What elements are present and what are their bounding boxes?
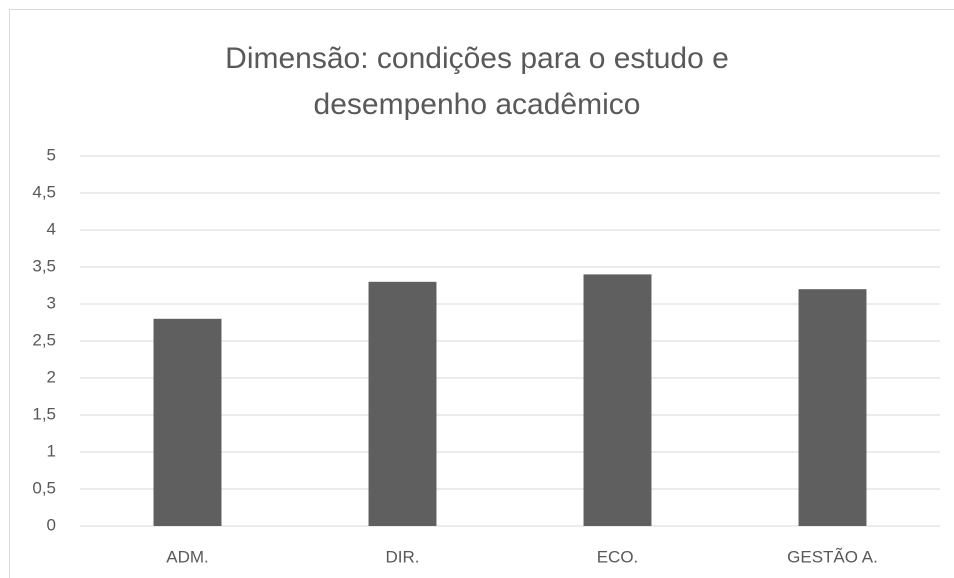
bar: [583, 274, 652, 526]
x-tick-label: DIR.: [386, 547, 420, 566]
x-tick-label: ADM.: [166, 547, 209, 566]
y-tick-label: 1,5: [32, 404, 56, 423]
y-tick-label: 0,5: [32, 478, 56, 497]
y-tick-label: 3: [47, 293, 56, 312]
x-tick-label: GESTÃO A.: [787, 547, 878, 566]
y-tick-label: 2,5: [32, 330, 56, 349]
chart-border: [9, 9, 954, 578]
y-tick-label: 5: [47, 145, 56, 164]
y-tick-label: 4,5: [32, 182, 56, 201]
bar: [368, 281, 437, 526]
y-tick-label: 4: [47, 219, 56, 238]
y-tick-label: 0: [47, 515, 56, 534]
x-tick-label: ECO.: [597, 547, 639, 566]
y-tick-label: 1: [47, 441, 56, 460]
y-tick-label: 3,5: [32, 256, 56, 275]
bar: [798, 289, 867, 526]
chart-title: Dimensão: condições para o estudo e dese…: [225, 42, 729, 121]
bar: [153, 318, 222, 526]
y-tick-label: 2: [47, 367, 56, 386]
